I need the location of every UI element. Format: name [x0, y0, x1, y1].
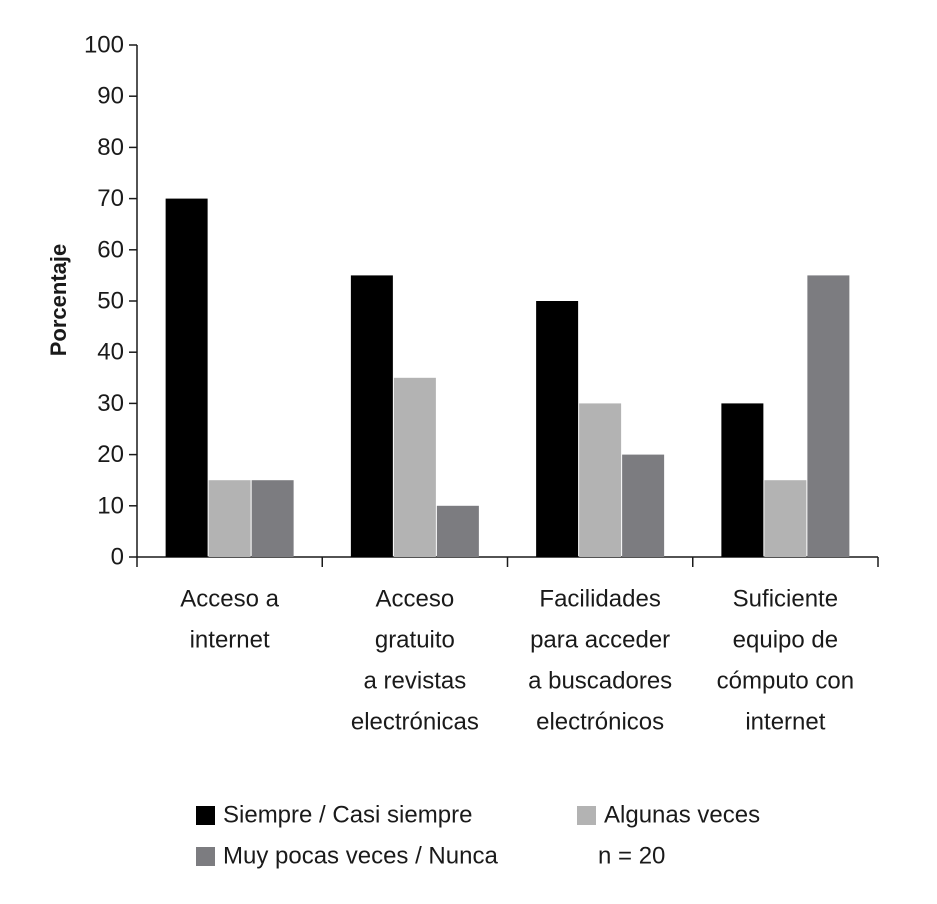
- bar: [208, 480, 251, 557]
- bar: [350, 275, 393, 557]
- legend-swatch: [577, 806, 596, 825]
- x-category-label: electrónicos: [536, 708, 664, 735]
- bar: [165, 198, 208, 557]
- legend-swatch: [196, 806, 215, 825]
- y-axis-title: Porcentaje: [46, 244, 71, 357]
- sample-size-note: n = 20: [598, 842, 665, 869]
- y-tick-label: 80: [97, 134, 124, 161]
- x-category-label: para acceder: [530, 626, 670, 653]
- x-category-label: Facilidades: [539, 585, 660, 612]
- category-labels: Acceso a internet Acceso gratuito a revistas…: [180, 585, 854, 735]
- x-category-label: Suficiente: [733, 585, 838, 612]
- legend-swatch: [196, 847, 215, 866]
- x-axis: [136, 556, 879, 567]
- bar: [536, 301, 579, 557]
- y-tick-label: 0: [111, 544, 124, 571]
- y-tick-label: 50: [97, 288, 124, 315]
- bar: [393, 377, 436, 557]
- y-tick-label: 100: [84, 32, 124, 59]
- x-category-label: a buscadores: [528, 667, 672, 694]
- x-category-label: electrónicas: [351, 708, 479, 735]
- legend-label: Siempre / Casi siempre: [223, 801, 472, 828]
- x-category-label: equipo de: [733, 626, 838, 653]
- x-category-label: Acceso a: [180, 585, 279, 612]
- bar: [579, 403, 622, 557]
- bar: [721, 403, 764, 557]
- legend-label: Muy pocas veces / Nunca: [223, 842, 498, 869]
- x-category-label: cómputo con: [717, 667, 854, 694]
- y-tick-label: 70: [97, 185, 124, 212]
- bar: [251, 480, 294, 557]
- y-tick-label: 40: [97, 339, 124, 366]
- x-category-label: internet: [745, 708, 825, 735]
- legend-label: Algunas veces: [604, 801, 760, 828]
- x-category-label: Acceso: [376, 585, 455, 612]
- y-axis: 0 10 20 30 40 50 60 70 80 90 100: [84, 32, 138, 571]
- x-category-label: a revistas: [364, 667, 467, 694]
- legend: Siempre / Casi siempre Algunas veces Muy p…: [196, 801, 760, 869]
- x-category-label: internet: [190, 626, 270, 653]
- bar: [436, 505, 479, 557]
- bar: [807, 275, 850, 557]
- x-category-label: gratuito: [375, 626, 455, 653]
- bar: [764, 480, 807, 557]
- y-tick-label: 10: [97, 492, 124, 519]
- y-tick-label: 60: [97, 236, 124, 263]
- y-tick-label: 20: [97, 441, 124, 468]
- bars: [165, 198, 850, 557]
- bar: [622, 454, 665, 557]
- y-tick-label: 90: [97, 83, 124, 110]
- y-tick-label: 30: [97, 390, 124, 417]
